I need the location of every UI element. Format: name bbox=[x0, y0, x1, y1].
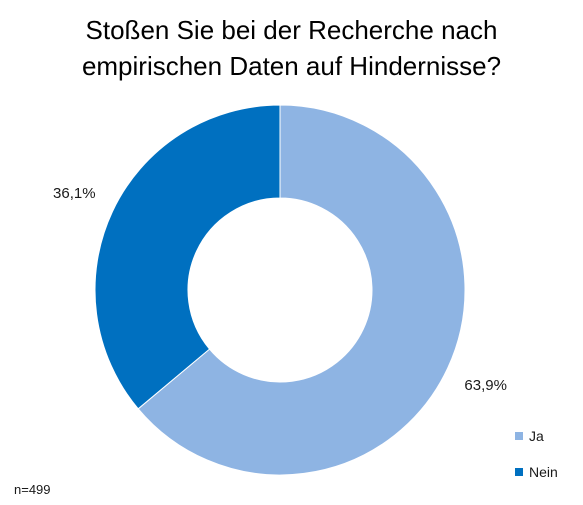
legend-item-ja: Ja bbox=[515, 426, 558, 446]
legend-swatch-nein bbox=[515, 468, 523, 476]
chart-title-line-2: empirischen Daten auf Hindernisse? bbox=[81, 51, 502, 81]
legend: Ja Nein bbox=[515, 426, 558, 498]
slice-label-nein: 36,1% bbox=[53, 185, 96, 202]
chart-title-line-1: Stoßen Sie bei der Recherche nach bbox=[85, 15, 498, 45]
legend-label-nein: Nein bbox=[529, 464, 558, 480]
donut-slice-ja bbox=[137, 104, 466, 476]
sample-size-note: n=499 bbox=[14, 482, 51, 497]
legend-swatch-ja bbox=[515, 432, 523, 440]
donut-slice-nein bbox=[94, 104, 281, 410]
slices bbox=[94, 104, 466, 476]
slice-labels: 63,9% 36,1% bbox=[53, 185, 507, 394]
legend-label-ja: Ja bbox=[529, 428, 544, 444]
slice-label-ja: 63,9% bbox=[464, 377, 507, 394]
legend-item-nein: Nein bbox=[515, 462, 558, 482]
chart-title: Stoßen Sie bei der Recherche nach empiri… bbox=[0, 12, 583, 84]
